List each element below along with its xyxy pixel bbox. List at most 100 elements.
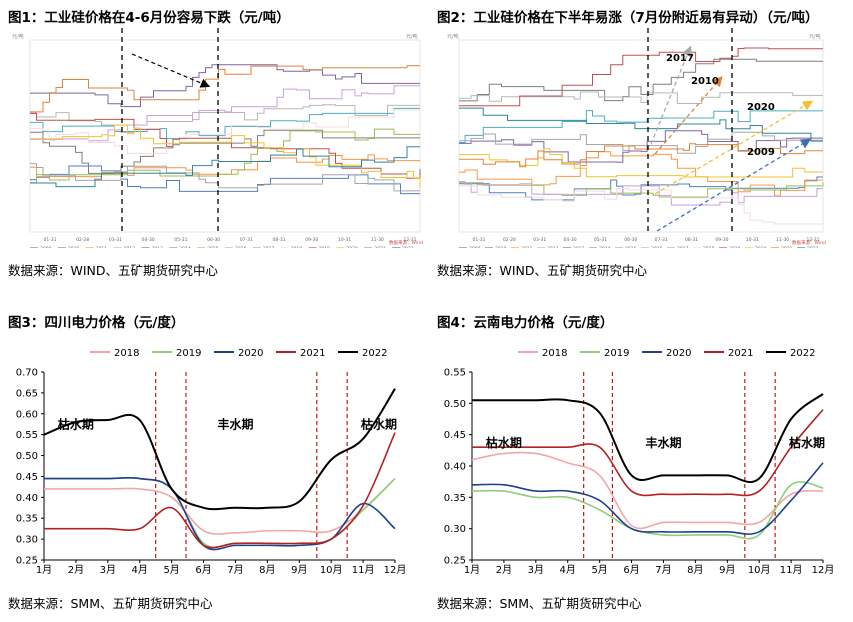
y-tick-label: 0.45 (16, 472, 38, 483)
y-tick-label: 0.50 (444, 399, 466, 410)
year-line-2022 (30, 146, 420, 188)
year-line-2016 (30, 85, 420, 142)
y-tick-label: 0.45 (444, 430, 466, 441)
x-tick-label: 08-31 (685, 237, 698, 243)
legend-item-2019: 2019 (604, 348, 629, 359)
legend-item-2018: 2018 (703, 246, 715, 248)
y-tick-label: 0.55 (444, 368, 466, 379)
legend-item-2022: 2022 (402, 246, 414, 248)
x-tick-label: 7月 (655, 564, 671, 576)
series-line-2018 (43, 477, 396, 535)
year-line-2019 (30, 112, 421, 179)
legend-item-2021: 2021 (781, 246, 793, 248)
year-line-2022 (459, 107, 823, 142)
legend-item-2020: 2020 (346, 246, 358, 248)
fig1-unit-right: 元/吨 (406, 33, 418, 40)
year-line-2013 (459, 130, 823, 163)
x-tick-label: 12月 (812, 564, 835, 576)
legend-item-2013: 2013 (573, 246, 585, 248)
y-tick-label: 0.40 (444, 462, 466, 473)
series-line-2021 (472, 409, 824, 497)
fig2-annot-2017: 2017 (666, 53, 694, 64)
x-tick-label: 10月 (748, 564, 771, 576)
series-line-2021 (44, 432, 396, 549)
x-tick-label: 08-31 (273, 237, 286, 243)
legend-item-2019: 2019 (176, 348, 201, 359)
x-tick-label: 1月 (36, 564, 52, 576)
year-line-2016 (459, 181, 823, 206)
x-tick-label: 01-31 (43, 237, 56, 243)
legend-item-2022: 2022 (807, 246, 819, 248)
legend-item-2016: 2016 (235, 246, 247, 248)
x-tick-label: 02-28 (76, 237, 89, 243)
series-line-2019 (471, 481, 824, 540)
y-tick-label: 0.30 (444, 524, 466, 535)
x-tick-label: 09-30 (305, 237, 318, 243)
figure4-source: 数据来源：SMM、五矿期货研究中心 (437, 596, 642, 611)
legend-item-2020: 2020 (755, 246, 767, 248)
x-tick-label: 7月 (227, 564, 243, 576)
x-tick-label: 02-28 (503, 237, 516, 243)
legend-item-2011: 2011 (96, 246, 108, 248)
legend-item-2012: 2012 (124, 246, 136, 248)
legend-item-2022: 2022 (362, 348, 387, 359)
x-tick-label: 07-31 (655, 237, 668, 243)
zone-label: 丰水期 (217, 416, 253, 431)
fig1-unit-left: 元/吨 (12, 33, 24, 40)
fig2-annot-2010: 2010 (691, 76, 719, 87)
legend-item-2018: 2018 (291, 246, 303, 248)
zone-label: 枯水期 (486, 435, 522, 450)
figure3-source: 数据来源：SMM、五矿期货研究中心 (8, 596, 213, 611)
figure1-image: 元/吨 元/吨 01-31 02-28 03-31 04-30 05-31 06-30 07… (8, 26, 424, 252)
fig2-unit-right: 元/吨 (809, 33, 821, 40)
legend-item-2015: 2015 (625, 246, 637, 248)
x-tick-label: 01-31 (472, 237, 485, 243)
x-tick-label: 12月 (384, 564, 407, 576)
year-line-2015 (459, 182, 824, 198)
figure2-source: 数据来源：WIND、五矿期货研究中心 (437, 263, 648, 278)
x-tick-label: 3月 (528, 564, 544, 576)
legend-item-2015: 2015 (207, 246, 219, 248)
figure3-title: 图3：四川电力价格（元/度） (8, 315, 185, 331)
x-tick-label: 12-31 (806, 237, 819, 243)
year-line-2010 (30, 129, 420, 174)
x-tick-label: 05-31 (594, 237, 607, 243)
x-tick-label: 6月 (623, 564, 639, 576)
legend-item-2018: 2018 (114, 348, 139, 359)
x-tick-label: 11月 (780, 564, 803, 576)
x-tick-label: 03-31 (109, 237, 122, 243)
year-line-2009 (459, 176, 823, 201)
fig2-annot-2020: 2020 (747, 102, 775, 113)
year-line-2010 (459, 58, 823, 102)
legend-item-2014: 2014 (599, 246, 611, 248)
x-tick-label: 8月 (259, 564, 275, 576)
legend-item-2021: 2021 (300, 348, 325, 359)
legend-item-2010: 2010 (68, 246, 80, 248)
legend-item-2010: 2010 (495, 246, 507, 248)
legend-item-2022: 2022 (790, 348, 815, 359)
x-tick-label: 1月 (464, 564, 480, 576)
x-tick-label: 06-30 (207, 237, 220, 243)
legend-item-2019: 2019 (729, 246, 741, 248)
y-tick-label: 0.35 (16, 514, 38, 525)
sichuan-power-chart: 0.25 0.30 0.35 0.40 0.45 0.50 0.55 0.60 0.65 0.70… (16, 348, 407, 576)
x-tick-label: 10-31 (746, 237, 759, 243)
legend-item-2021: 2021 (374, 246, 386, 248)
legend-item-2011: 2011 (521, 246, 533, 248)
legend-item-2012: 2012 (547, 246, 559, 248)
legend-item-2021: 2021 (728, 348, 753, 359)
figure1-source: 数据来源：WIND、五矿期货研究中心 (8, 263, 219, 278)
figure2-image: 元/吨 元/吨 2017 2010 2020 2009 01-31 02-28 03… (437, 26, 847, 252)
legend-item-2014: 2014 (179, 246, 191, 248)
figure1-title: 图1：工业硅价格在4-6月份容易下跌（元/吨） (8, 10, 290, 26)
x-tick-label: 12-31 (403, 237, 416, 243)
x-tick-label: 04-30 (564, 237, 577, 243)
year-line-2014 (30, 107, 420, 140)
year-line-2021 (459, 143, 823, 168)
legend-item-2018: 2018 (542, 348, 567, 359)
figure4-panel: 0.25 0.30 0.35 0.40 0.45 0.50 0.55 1月 2月 3月 4月 5月 6月… (428, 338, 853, 583)
year-line-2019 (459, 47, 823, 107)
year-line-2015 (30, 128, 420, 184)
year-line-2011 (459, 151, 823, 197)
x-tick-label: 9月 (719, 564, 735, 576)
